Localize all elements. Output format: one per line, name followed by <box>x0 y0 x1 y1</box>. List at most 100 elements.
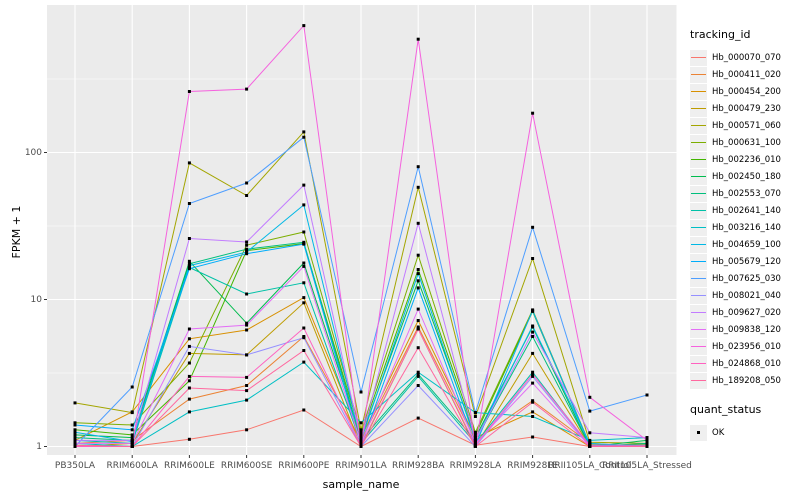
data-point <box>473 436 477 440</box>
data-point <box>187 397 191 401</box>
data-point <box>416 327 420 331</box>
y-tick-label: 10 <box>30 294 42 305</box>
legend-key-line-icon <box>690 168 707 185</box>
data-point <box>245 328 249 332</box>
x-tick-label: RRIM600LA <box>106 461 158 471</box>
legend-color-line <box>691 362 706 364</box>
data-point <box>187 327 191 331</box>
legend-key-line-icon <box>690 338 707 355</box>
data-point <box>302 240 306 244</box>
data-point <box>473 411 477 415</box>
legend-title-quant: quant_status <box>690 403 762 416</box>
legend-item: Hb_000454_200 <box>690 83 798 100</box>
data-point <box>302 360 306 364</box>
data-point <box>473 433 477 437</box>
legend-items: Hb_000070_070 Hb_000411_020 Hb_000454_200 H… <box>690 49 798 389</box>
x-axis-title: sample_name <box>322 478 400 491</box>
legend-color-line <box>691 56 706 58</box>
data-point <box>245 323 249 327</box>
legend-item: Hb_004659_100 <box>690 236 798 253</box>
data-point <box>416 253 420 257</box>
x-tick-label: RRIM928LE <box>507 461 558 471</box>
data-point <box>245 292 249 296</box>
legend-item-label: Hb_005679_120 <box>712 256 781 267</box>
data-point <box>531 351 535 355</box>
data-point <box>531 381 535 385</box>
legend-item-label: Hb_000631_100 <box>712 137 781 148</box>
data-point <box>531 225 535 229</box>
data-point <box>302 130 306 134</box>
legend-color-line <box>691 277 706 279</box>
x-tick-label: RRIM600PE <box>278 461 330 471</box>
legend-item: Hb_000411_020 <box>690 66 798 83</box>
data-point <box>130 433 134 437</box>
legend-key-line-icon <box>690 219 707 236</box>
legend-color-line <box>691 124 706 126</box>
data-point <box>73 441 77 445</box>
data-point <box>531 111 535 115</box>
legend-item-label: Hb_024868_010 <box>712 358 781 369</box>
data-point <box>416 279 420 283</box>
data-point <box>302 24 306 28</box>
data-point <box>302 230 306 234</box>
legend-color-line <box>691 243 706 245</box>
data-point <box>302 261 306 265</box>
data-point <box>302 203 306 207</box>
x-tick-label: RRIM928BA <box>391 461 445 471</box>
data-point <box>187 437 191 441</box>
legend-item: Hb_024868_010 <box>690 355 798 372</box>
x-tick-label: RRIM901LA <box>335 461 387 471</box>
data-point <box>187 90 191 93</box>
data-point <box>245 240 249 244</box>
legend-key-line-icon <box>690 355 707 372</box>
legend-color-line <box>691 209 706 211</box>
legend-item: Hb_009627_020 <box>690 304 798 321</box>
legend-item: Hb_000571_060 <box>690 117 798 134</box>
legend-item: Hb_002553_070 <box>690 185 798 202</box>
legend-item: Hb_023956_010 <box>690 338 798 355</box>
legend-item: Hb_008021_040 <box>690 287 798 304</box>
legend-item: Hb_002641_140 <box>690 202 798 219</box>
legend-key-line-icon <box>690 236 707 253</box>
legend-color-line <box>691 226 706 228</box>
data-point <box>416 384 420 387</box>
data-point <box>130 436 134 440</box>
legend-item: Hb_005679_120 <box>690 253 798 270</box>
black-square-point-icon <box>697 430 701 434</box>
data-point <box>73 433 77 437</box>
legend-color-line <box>691 260 706 262</box>
data-point <box>187 386 191 390</box>
data-point <box>473 430 477 434</box>
data-point <box>245 398 249 402</box>
data-point <box>416 370 420 374</box>
data-point <box>531 324 535 328</box>
legend-key-line-icon <box>690 287 707 304</box>
legend-color-line <box>691 175 706 177</box>
data-point <box>130 385 134 389</box>
legend-item: Hb_009838_120 <box>690 321 798 338</box>
legend-item-label: Hb_009838_120 <box>712 324 781 335</box>
legend-key-line-icon <box>690 372 707 389</box>
data-point <box>187 361 191 365</box>
data-point <box>245 384 249 387</box>
data-point <box>130 441 134 445</box>
data-point <box>187 237 191 240</box>
legend-item: Hb_000631_100 <box>690 134 798 151</box>
legend-color-line <box>691 328 706 330</box>
data-point <box>531 309 535 313</box>
legend-color-line <box>691 158 706 160</box>
legend-key-line-icon <box>690 270 707 287</box>
y-tick-label: 1 <box>36 441 42 452</box>
data-point <box>302 183 306 187</box>
legend-key-line-icon <box>690 321 707 338</box>
data-point <box>187 351 191 355</box>
data-point <box>531 370 535 374</box>
data-point <box>531 415 535 418</box>
data-point <box>73 423 77 427</box>
data-point <box>187 379 191 383</box>
legend-item-label: Hb_000411_020 <box>712 69 781 80</box>
legend-item-label: Hb_000070_070 <box>712 52 781 63</box>
data-point <box>416 268 420 271</box>
data-point <box>245 375 249 379</box>
